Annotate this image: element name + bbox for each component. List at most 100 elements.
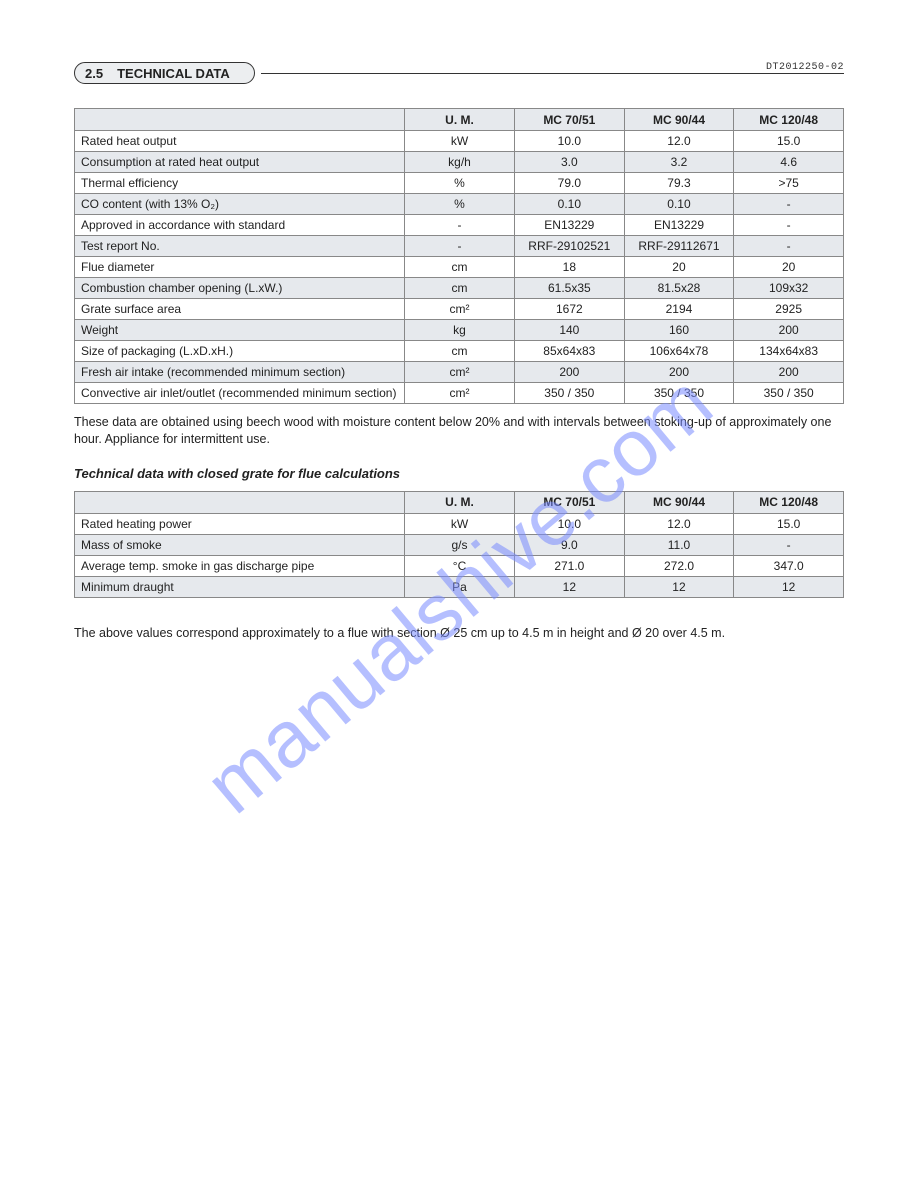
- row-value: 1672: [515, 299, 625, 320]
- col-header-model-2: MC 90/44: [624, 109, 734, 131]
- table-row: Grate surface areacm²167221942925: [75, 299, 844, 320]
- row-value: 79.0: [515, 173, 625, 194]
- row-value: 3.2: [624, 152, 734, 173]
- row-value: 20: [624, 257, 734, 278]
- row-unit: kW: [405, 131, 515, 152]
- row-unit: kW: [405, 513, 515, 534]
- table-row: Convective air inlet/outlet (recommended…: [75, 383, 844, 404]
- row-value: 79.3: [624, 173, 734, 194]
- row-unit: cm²: [405, 299, 515, 320]
- row-unit: Pa: [405, 576, 515, 597]
- section-header: 2.5 TECHNICAL DATA: [74, 62, 844, 84]
- row-value: 12.0: [624, 131, 734, 152]
- row-value: 134x64x83: [734, 341, 844, 362]
- col-header-um: U. M.: [405, 109, 515, 131]
- table-row: CO content (with 13% O₂)%0.100.10-: [75, 194, 844, 215]
- col-header-um: U. M.: [405, 491, 515, 513]
- row-label: Fresh air intake (recommended minimum se…: [75, 362, 405, 383]
- row-unit: cm: [405, 341, 515, 362]
- row-value: -: [734, 215, 844, 236]
- row-value: -: [734, 236, 844, 257]
- row-label: Rated heating power: [75, 513, 405, 534]
- row-value: 85x64x83: [515, 341, 625, 362]
- table-header-row: U. M. MC 70/51 MC 90/44 MC 120/48: [75, 491, 844, 513]
- col-header-model-2: MC 90/44: [624, 491, 734, 513]
- row-value: 350 / 350: [624, 383, 734, 404]
- table-row: Test report No. - RRF-29102521RRF-29112671…: [75, 236, 844, 257]
- table-header-row: U. M. MC 70/51 MC 90/44 MC 120/48: [75, 109, 844, 131]
- row-value: 3.0: [515, 152, 625, 173]
- row-label: Grate surface area: [75, 299, 405, 320]
- row-value: 200: [734, 320, 844, 341]
- row-value: 15.0: [734, 131, 844, 152]
- row-unit: kg: [405, 320, 515, 341]
- row-value: 81.5x28: [624, 278, 734, 299]
- col-header-model-1: MC 70/51: [515, 109, 625, 131]
- row-value: 350 / 350: [734, 383, 844, 404]
- table-row: Weightkg140160200: [75, 320, 844, 341]
- row-value: 9.0: [515, 534, 625, 555]
- row-value: 12: [734, 576, 844, 597]
- row-value: 10.0: [515, 513, 625, 534]
- row-value: 12: [515, 576, 625, 597]
- row-value: 2194: [624, 299, 734, 320]
- row-value: EN13229: [624, 215, 734, 236]
- row-unit: cm²: [405, 362, 515, 383]
- table-row: Size of packaging (L.xD.xH.)cm85x64x8310…: [75, 341, 844, 362]
- row-value: 10.0: [515, 131, 625, 152]
- table-row: Minimum draughtPa121212: [75, 576, 844, 597]
- row-value: >75: [734, 173, 844, 194]
- row-value: 106x64x78: [624, 341, 734, 362]
- row-label: Consumption at rated heat output: [75, 152, 405, 173]
- row-unit: -: [405, 215, 515, 236]
- row-value: RRF-29112671: [624, 236, 734, 257]
- row-value: 0.10: [515, 194, 625, 215]
- row-label: Test report No.: [75, 236, 405, 257]
- row-value: 2925: [734, 299, 844, 320]
- row-unit: %: [405, 173, 515, 194]
- row-value: 347.0: [734, 555, 844, 576]
- table-row: Thermal efficiency%79.079.3>75: [75, 173, 844, 194]
- note-text: These data are obtained using beech wood…: [74, 414, 844, 448]
- table-row: Fresh air intake (recommended minimum se…: [75, 362, 844, 383]
- row-unit: °C: [405, 555, 515, 576]
- row-value: 0.10: [624, 194, 734, 215]
- col-header-label: [75, 491, 405, 513]
- table-row: Average temp. smoke in gas discharge pip…: [75, 555, 844, 576]
- row-unit: cm: [405, 257, 515, 278]
- row-value: 12.0: [624, 513, 734, 534]
- row-value: 272.0: [624, 555, 734, 576]
- table-row: Consumption at rated heat outputkg/h3.03…: [75, 152, 844, 173]
- section-rule: [261, 73, 844, 74]
- col-header-model-3: MC 120/48: [734, 109, 844, 131]
- row-unit: %: [405, 194, 515, 215]
- row-value: 271.0: [515, 555, 625, 576]
- document-code: DT2012250-02: [766, 62, 844, 73]
- row-value: 160: [624, 320, 734, 341]
- table-row: Approved in accordance with standard-EN1…: [75, 215, 844, 236]
- row-label: Convective air inlet/outlet (recommended…: [75, 383, 405, 404]
- row-value: 20: [734, 257, 844, 278]
- row-label: Size of packaging (L.xD.xH.): [75, 341, 405, 362]
- row-value: -: [734, 194, 844, 215]
- row-value: 200: [515, 362, 625, 383]
- row-value: -: [734, 534, 844, 555]
- row-value: RRF-29102521: [515, 236, 625, 257]
- page: DT2012250-02 2.5 TECHNICAL DATA U. M. MC…: [0, 0, 918, 1188]
- row-value: 61.5x35: [515, 278, 625, 299]
- table-row: Rated heating powerkW10.012.015.0: [75, 513, 844, 534]
- row-label: Thermal efficiency: [75, 173, 405, 194]
- row-label: CO content (with 13% O₂): [75, 194, 405, 215]
- col-header-model-3: MC 120/48: [734, 491, 844, 513]
- row-value: EN13229: [515, 215, 625, 236]
- row-unit: cm: [405, 278, 515, 299]
- row-value: 11.0: [624, 534, 734, 555]
- section-title: TECHNICAL DATA: [117, 66, 230, 81]
- footnote-text: The above values correspond approximatel…: [74, 626, 844, 640]
- row-label: Combustion chamber opening (L.xW.): [75, 278, 405, 299]
- row-unit: kg/h: [405, 152, 515, 173]
- row-value: 350 / 350: [515, 383, 625, 404]
- section-number: 2.5: [85, 66, 103, 81]
- table2-body: Rated heating powerkW10.012.015.0Mass of…: [75, 513, 844, 597]
- row-value: 18: [515, 257, 625, 278]
